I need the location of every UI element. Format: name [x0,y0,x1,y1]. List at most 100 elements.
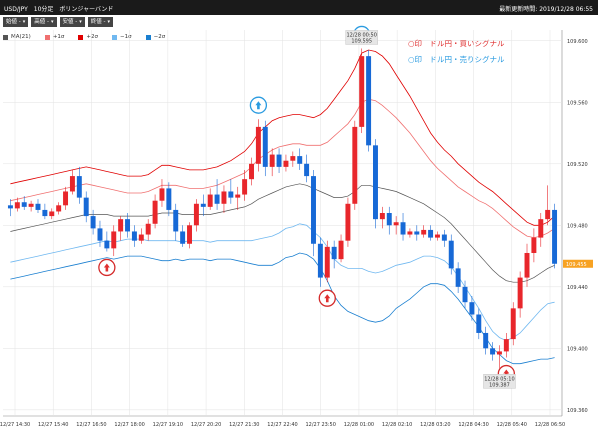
legend-plus2[interactable]: +2σ [78,34,98,40]
candle-up[interactable] [407,231,413,235]
candle-down[interactable] [317,243,323,278]
candle-down[interactable] [448,240,454,269]
candle-down[interactable] [400,222,406,235]
candle-down[interactable] [414,231,420,235]
chevron-down-icon: ▾ [79,19,82,25]
candle-down[interactable] [455,268,461,287]
high-dropdown[interactable]: 高値 - ▾ [31,17,57,27]
candle-down[interactable] [228,191,234,198]
candle-up[interactable] [434,234,440,238]
candle-down[interactable] [297,156,303,164]
candle-down[interactable] [373,145,378,220]
candle-up[interactable] [393,222,399,226]
candle-down[interactable] [476,314,482,333]
candle-up[interactable] [118,219,124,232]
candle-up[interactable] [359,56,365,127]
candle-down[interactable] [104,240,110,249]
candle-up[interactable] [49,211,55,217]
candle-up[interactable] [524,252,530,278]
candle-up[interactable] [269,154,275,167]
candle-up[interactable] [152,200,158,224]
candle-down[interactable] [462,286,468,303]
candle-up[interactable] [283,160,289,167]
candle-up[interactable] [193,203,199,226]
candle-up[interactable] [207,194,213,207]
candle-up[interactable] [421,229,427,235]
ma21-line [10,183,555,283]
candle-down[interactable] [276,154,282,167]
candle-down[interactable] [200,203,206,207]
candle-down[interactable] [469,302,475,315]
legend-minus2[interactable]: −2σ [145,34,165,40]
candle-down[interactable] [262,126,268,167]
candle-up[interactable] [345,203,351,241]
candle-down[interactable] [441,234,447,241]
candle-down[interactable] [125,219,131,232]
chart-title: USD/JPY 10分足 ボリンジャーバンド [4,6,114,13]
candle-up[interactable] [496,351,502,355]
candle-up[interactable] [379,213,385,220]
candle-up[interactable] [338,240,344,260]
candle-up[interactable] [531,237,537,253]
close-dropdown[interactable]: 終値 - ▾ [87,17,113,27]
candle-down[interactable] [366,56,372,146]
candle-up[interactable] [517,277,523,309]
candle-down[interactable] [304,163,310,177]
candle-down[interactable] [166,188,172,210]
candle-up[interactable] [242,179,248,195]
candle-up[interactable] [63,191,69,206]
candle-up[interactable] [221,191,227,204]
candle-down[interactable] [7,205,13,209]
candle-up[interactable] [56,205,62,212]
candle-up[interactable] [138,234,144,241]
low-dropdown[interactable]: 安値 - ▾ [59,17,85,27]
candle-down[interactable] [131,231,137,241]
candle-up[interactable] [159,188,165,201]
candle-down[interactable] [483,332,489,349]
candle-down[interactable] [90,216,96,229]
indicator-legend: MA(21) +1σ +2σ −1σ −2σ [3,34,165,40]
candle-up[interactable] [235,194,241,198]
candle-up[interactable] [187,225,192,244]
candle-down[interactable] [490,348,496,355]
candle-down[interactable] [21,202,27,207]
candle-up[interactable] [538,219,544,238]
candle-up[interactable] [352,126,358,204]
legend-minus1[interactable]: −1σ [112,34,132,40]
candle-down[interactable] [173,209,179,232]
candle-up[interactable] [28,203,34,207]
candle-down[interactable] [214,194,220,204]
close-label: 終値 - [90,19,106,25]
candle-up[interactable] [324,246,330,278]
candle-down[interactable] [97,228,103,241]
candle-down[interactable] [311,176,316,244]
ohlc-bar: 始値 - ▾ 高値 - ▾ 安値 - ▾ 終値 - ▾ [3,17,113,27]
candle-down[interactable] [386,213,392,226]
candle-down[interactable] [42,209,48,217]
legend-ma[interactable]: MA(21) [3,34,31,40]
candle-down[interactable] [552,209,558,264]
candle-down[interactable] [83,197,89,217]
candle-up[interactable] [503,339,509,352]
candle-down[interactable] [428,229,434,238]
candle-up[interactable] [69,176,75,192]
candle-up[interactable] [249,163,254,180]
candle-up[interactable] [545,209,551,220]
chevron-down-icon: ▾ [22,19,26,25]
candle-up[interactable] [255,126,261,164]
legend-plus1[interactable]: +1σ [44,34,64,40]
candle-up[interactable] [111,231,117,249]
candle-down[interactable] [76,176,82,198]
candle-down[interactable] [180,231,186,244]
open-dropdown[interactable]: 始値 - ▾ [3,17,29,27]
candle-up[interactable] [290,156,296,161]
y-tick-label: 109.400 [567,346,588,352]
candle-down[interactable] [331,246,337,260]
candle-up[interactable] [14,202,20,209]
candle-down[interactable] [35,203,41,210]
candle-up[interactable] [145,223,151,235]
candle-up[interactable] [510,308,516,340]
legend-swatch-minus2 [145,34,151,40]
x-tick-label: 12/28 05:40 [497,422,527,428]
